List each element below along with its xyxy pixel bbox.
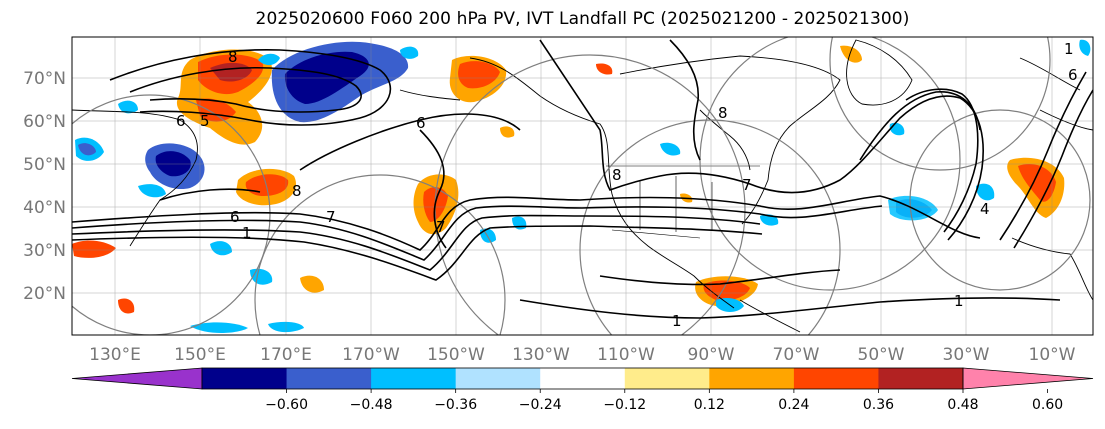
lat-label: 30°N — [23, 241, 66, 261]
contour-label: 7 — [326, 208, 336, 226]
lat-label: 50°N — [23, 155, 66, 175]
colorbar-segment — [540, 368, 626, 389]
lon-label: 130°E — [89, 345, 141, 365]
colorbar-segment — [371, 368, 457, 389]
pv-contour-labels: 8 6 5 8 6 7 1 6 8 8 7 6 1 7 1 1 4 — [176, 40, 1078, 330]
contour-label: 5 — [200, 112, 210, 130]
contour-label: 4 — [980, 200, 990, 218]
map-frame — [71, 36, 1094, 336]
colorbar-tick-label: −0.48 — [350, 397, 393, 413]
gridlines — [72, 37, 1093, 335]
colorbar: −0.60 −0.48 −0.36 −0.24 −0.12 0.12 0.24 0.36 0.4… — [71, 367, 1094, 413]
lon-label: 90°W — [688, 345, 735, 365]
lon-label: 10°W — [1029, 345, 1076, 365]
colorbar-segment — [709, 368, 795, 389]
contour-label: 1 — [672, 312, 682, 330]
lon-label: 150°W — [427, 345, 485, 365]
colorbar-segment — [286, 368, 372, 389]
colorbar-tick-label: 0.36 — [863, 397, 894, 413]
contour-label: 6 — [176, 112, 186, 130]
colorbar-segment — [202, 368, 288, 389]
colorbar-tick-label: 0.48 — [947, 397, 978, 413]
colorbar-extend-high — [962, 367, 1094, 390]
lon-label: 110°W — [597, 345, 655, 365]
contour-label: 6 — [1068, 66, 1078, 84]
longitude-labels: 130°E 150°E 170°E 170°W 150°W 130°W 110°… — [89, 345, 1076, 365]
lon-label: 130°W — [512, 345, 570, 365]
colorbar-tick-label: −0.24 — [519, 397, 562, 413]
colorbar-tick-label: 0.60 — [1032, 397, 1063, 413]
contour-label: 7 — [742, 176, 752, 194]
colorbar-segment — [455, 368, 541, 389]
lon-label: 150°E — [174, 345, 226, 365]
colorbar-tick-label: 0.12 — [694, 397, 725, 413]
colorbar-segment — [878, 368, 964, 389]
contour-label: 6 — [416, 114, 426, 132]
contour-label: 8 — [292, 182, 302, 200]
contour-label: 6 — [230, 208, 240, 226]
lat-label: 40°N — [23, 198, 66, 218]
lon-label: 70°W — [773, 345, 820, 365]
lat-label: 60°N — [23, 112, 66, 132]
pv-contours — [72, 39, 1093, 319]
lat-label: 70°N — [23, 69, 66, 89]
colorbar-segment — [793, 368, 879, 389]
colorbar-tick-label: 0.24 — [778, 397, 809, 413]
colorbar-frame — [201, 367, 964, 390]
colorbar-tick-label: −0.12 — [603, 397, 646, 413]
colorbar-extend-low — [71, 367, 203, 390]
contour-label: 7 — [436, 218, 446, 236]
lon-label: 30°W — [943, 345, 990, 365]
contour-label: 1 — [242, 224, 252, 242]
lat-label: 20°N — [23, 284, 66, 304]
colorbar-tick-label: −0.60 — [265, 397, 308, 413]
map-title: 2025020600 F060 200 hPa PV, IVT Landfall… — [255, 9, 910, 29]
latitude-labels: 70°N 60°N 50°N 40°N 30°N 20°N — [23, 69, 66, 304]
lon-label: 170°E — [260, 345, 312, 365]
lon-label: 170°W — [342, 345, 400, 365]
colorbar-segment — [624, 368, 710, 389]
contour-label: 1 — [1064, 40, 1074, 58]
colorbar-tick-label: −0.36 — [434, 397, 477, 413]
lon-label: 50°W — [858, 345, 905, 365]
contour-label: 1 — [954, 292, 964, 310]
contour-label: 8 — [228, 48, 238, 66]
contour-label: 8 — [612, 166, 622, 184]
borders — [606, 165, 760, 239]
contour-label: 8 — [718, 104, 728, 122]
